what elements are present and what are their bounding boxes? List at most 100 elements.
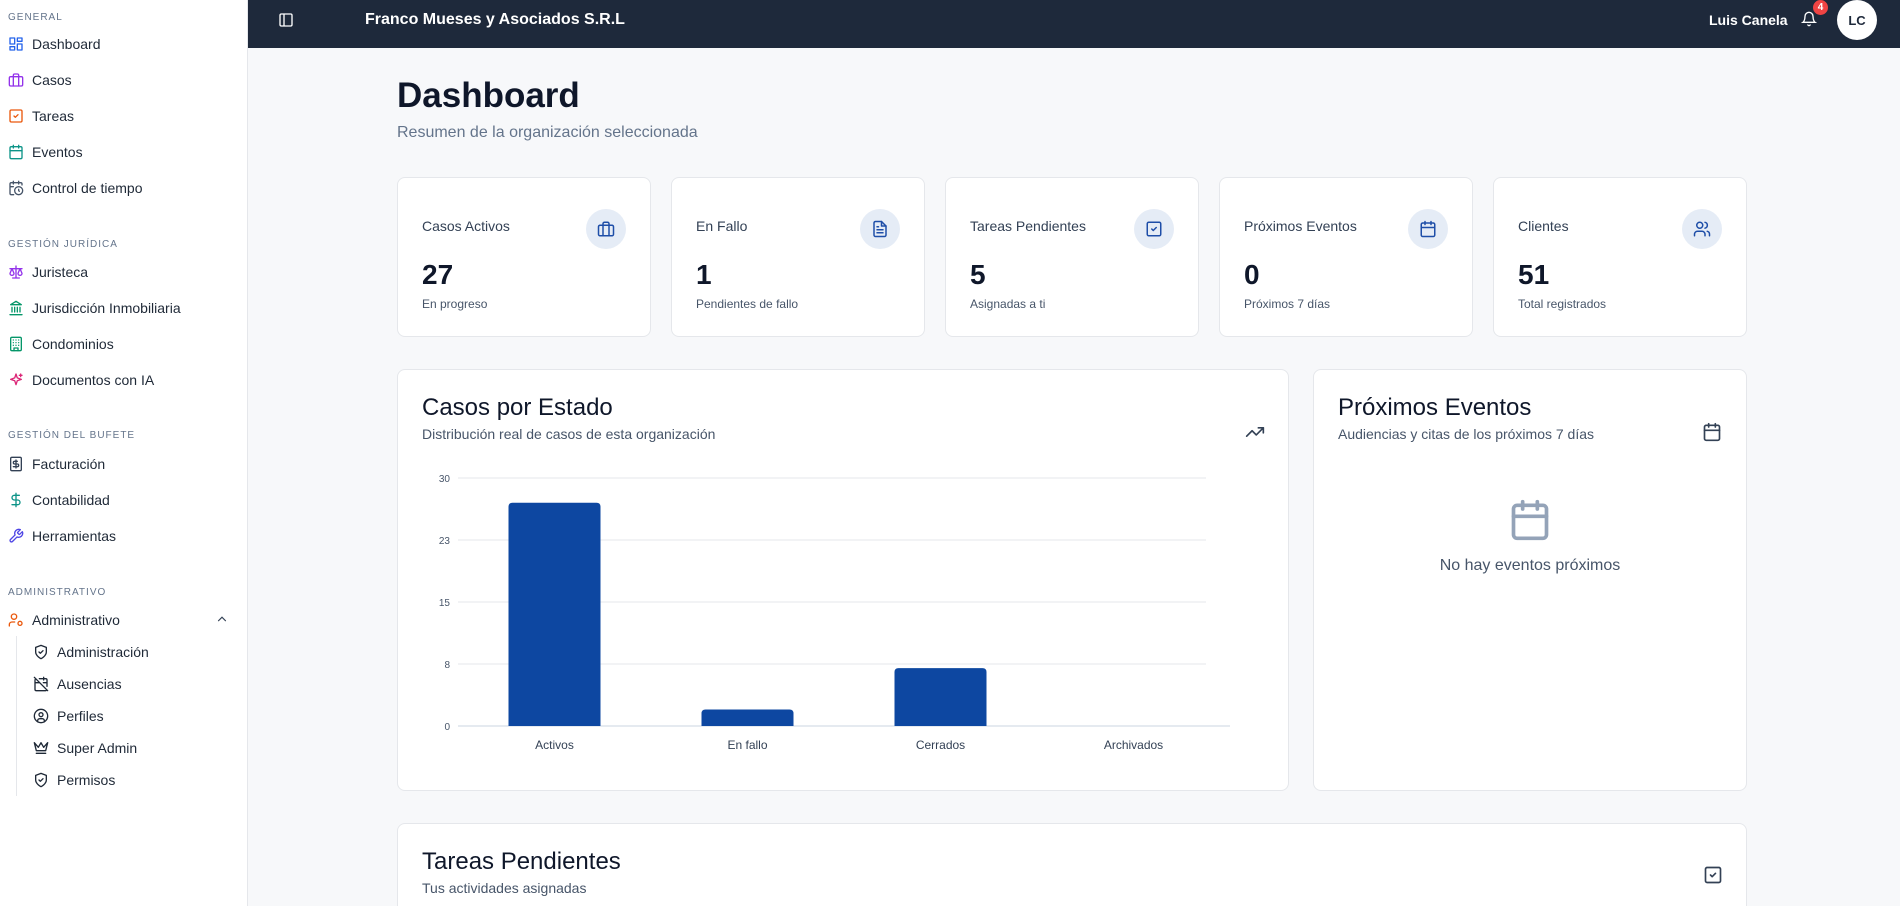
landmark-icon (8, 300, 24, 316)
sidebar-item-super-admin[interactable]: Super Admin (33, 736, 137, 760)
cases-by-status-card: Casos por Estado Distribución real de ca… (397, 369, 1289, 791)
x-tick-label: Cerrados (916, 738, 965, 752)
stat-value: 27 (422, 259, 454, 290)
empty-state-text: No hay eventos próximos (1439, 557, 1621, 574)
sidebar-item-label: Administrativo (32, 612, 120, 628)
y-tick-label: 15 (439, 598, 451, 609)
sidebar-item-label: Administración (57, 644, 149, 660)
sidebar-item-jurisdiccion[interactable]: Jurisdicción Inmobiliaria (8, 296, 181, 320)
trending-up-icon (1245, 422, 1265, 442)
sidebar-item-administracion[interactable]: Administración (33, 640, 149, 664)
stat-value: 0 (1244, 259, 1260, 290)
briefcase-icon (586, 209, 626, 249)
sidebar-item-label: Jurisdicción Inmobiliaria (32, 300, 181, 316)
stat-description: Pendientes de fallo (696, 297, 799, 311)
organization-name[interactable]: Franco Mueses y Asociados S.R.L (365, 11, 625, 28)
sidebar-item-label: Herramientas (32, 528, 117, 544)
users-icon (1682, 209, 1722, 249)
sidebar-item-ausencias[interactable]: Ausencias (33, 672, 122, 696)
user-circle-icon (33, 708, 49, 724)
grid-icon (8, 36, 24, 52)
sidebar-item-permisos[interactable]: Permisos (33, 768, 115, 792)
shield-check-icon (33, 644, 49, 660)
user-cog-icon (8, 612, 24, 628)
chevron-up-icon[interactable] (215, 612, 229, 626)
sidebar-item-control-tiempo[interactable]: Control de tiempo (8, 176, 143, 200)
sidebar-item-label: Documentos con IA (32, 372, 155, 388)
topbar: Franco Mueses y Asociados S.R.L Luis Can… (248, 0, 1900, 48)
sidebar-item-herramientas[interactable]: Herramientas (8, 524, 116, 548)
sidebar-item-perfiles[interactable]: Perfiles (33, 704, 104, 728)
section-label-gestion-juridica: GESTIÓN JURÍDICA (8, 239, 118, 250)
sidebar-item-juristeca[interactable]: Juristeca (8, 260, 88, 284)
stat-label: Próximos Eventos (1244, 218, 1357, 234)
receipt-icon (8, 456, 24, 472)
sidebar-item-casos[interactable]: Casos (8, 68, 72, 92)
page-title: Dashboard (397, 76, 580, 115)
calendar-icon (1408, 209, 1448, 249)
briefcase-icon (8, 72, 24, 88)
sidebar-item-label: Dashboard (32, 36, 101, 52)
bar-en-fallo (701, 709, 794, 726)
sidebar-item-label: Perfiles (57, 708, 104, 724)
stat-card-tareas-pendientes[interactable]: Tareas Pendientes 5 Asignadas a ti (945, 177, 1199, 337)
card-title: Próximos Eventos (1338, 394, 1532, 421)
sidebar-item-label: Facturación (32, 456, 106, 472)
check-square-icon (1134, 209, 1174, 249)
sidebar-item-label: Eventos (32, 144, 83, 160)
x-tick-label: Archivados (1104, 738, 1163, 752)
sidebar-item-label: Juristeca (32, 264, 89, 280)
stat-label: Casos Activos (422, 218, 510, 234)
sidebar-item-eventos[interactable]: Eventos (8, 140, 83, 164)
check-square-icon (1703, 865, 1723, 885)
sidebar-toggle-icon[interactable] (278, 12, 294, 28)
section-label-administrativo: ADMINISTRATIVO (8, 587, 107, 598)
y-tick-label: 8 (444, 660, 450, 671)
stat-value: 51 (1518, 259, 1550, 290)
calendar-icon (1702, 422, 1722, 442)
section-label-gestion-bufete: GESTIÓN DEL BUFETE (8, 430, 136, 441)
stat-label: Clientes (1518, 218, 1569, 234)
sidebar-item-label: Casos (32, 72, 72, 88)
cases-bar-chart: 0 8 15 23 30 Activos En fallo Cerrados Archivado… (439, 474, 1230, 752)
page-subtitle: Resumen de la organización seleccionada (397, 124, 698, 141)
sidebar-item-label: Super Admin (57, 740, 138, 756)
stat-label: En Fallo (696, 218, 748, 234)
sidebar-item-administrativo[interactable]: Administrativo (8, 608, 120, 632)
bar-cerrados (894, 668, 987, 726)
sidebar-item-dashboard[interactable]: Dashboard (8, 32, 101, 56)
sidebar-item-documentos-ia[interactable]: Documentos con IA (8, 368, 154, 392)
pending-tasks-card: Tareas Pendientes Tus actividades asigna… (397, 823, 1747, 906)
stat-card-en-fallo[interactable]: En Fallo 1 Pendientes de fallo (671, 177, 925, 337)
wrench-icon (8, 528, 24, 544)
submenu-guide (16, 636, 17, 796)
sidebar-item-tareas[interactable]: Tareas (8, 104, 74, 128)
sidebar-item-label: Permisos (57, 772, 116, 788)
card-subtitle: Distribución real de casos de esta organ… (422, 426, 716, 442)
check-square-icon (8, 108, 24, 124)
bar-activos (508, 502, 601, 726)
card-title: Casos por Estado (422, 394, 613, 421)
x-tick-label: En fallo (727, 738, 767, 752)
y-tick-label: 23 (439, 536, 451, 547)
upcoming-events-card: Próximos Eventos Audiencias y citas de l… (1313, 369, 1747, 791)
sidebar-item-contabilidad[interactable]: Contabilidad (8, 488, 110, 512)
card-title: Tareas Pendientes (422, 848, 621, 875)
stat-label: Tareas Pendientes (970, 218, 1086, 234)
stat-value: 1 (696, 259, 712, 290)
stat-value: 5 (970, 259, 986, 290)
shield-check-icon (33, 772, 49, 788)
bell-icon[interactable] (1800, 11, 1818, 27)
section-label-general: GENERAL (8, 12, 63, 23)
stat-description: Total registrados (1518, 297, 1607, 311)
stat-card-proximos-eventos[interactable]: Próximos Eventos 0 Próximos 7 días (1219, 177, 1473, 337)
sidebar-item-condominios[interactable]: Condominios (8, 332, 114, 356)
calendar-clock-icon (8, 180, 24, 196)
stat-card-casos-activos[interactable]: Casos Activos 27 En progreso (397, 177, 651, 337)
y-tick-label: 0 (444, 722, 450, 733)
building-icon (8, 336, 24, 352)
stat-card-clientes[interactable]: Clientes 51 Total registrados (1493, 177, 1747, 337)
avatar[interactable]: LC (1837, 0, 1877, 40)
sidebar-item-facturacion[interactable]: Facturación (8, 452, 105, 476)
calendar-empty-icon (1508, 498, 1552, 542)
